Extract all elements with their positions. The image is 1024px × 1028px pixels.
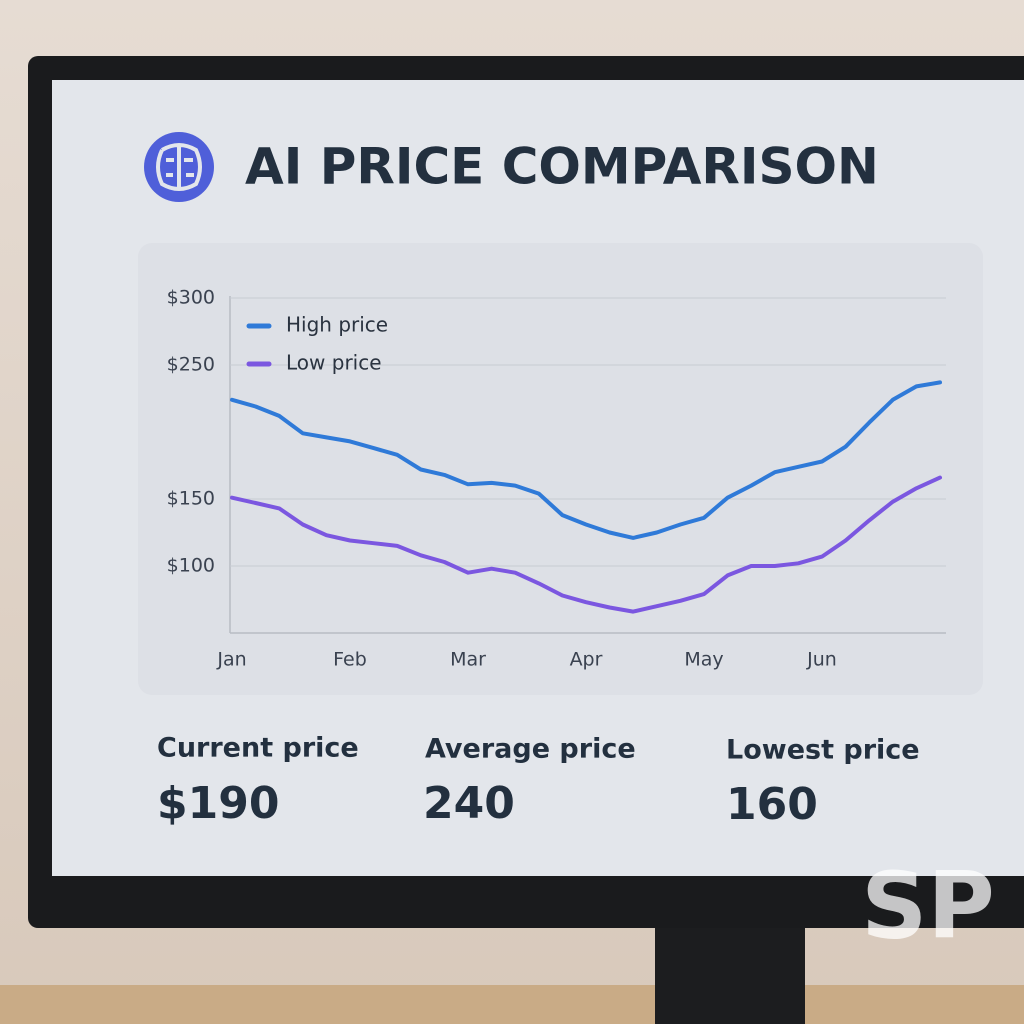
stat-label: Current price (157, 733, 359, 764)
y-tick-label: $100 (167, 555, 215, 577)
line-series (230, 380, 942, 540)
x-tick-label: Mar (450, 649, 486, 671)
x-tick-label: Feb (333, 649, 367, 671)
y-tick-label: $300 (167, 287, 215, 309)
stat-value: 160 (726, 779, 818, 830)
app-logo (144, 132, 214, 202)
x-tick-label: Jun (806, 649, 837, 671)
x-tick-label: Apr (570, 649, 603, 671)
watermark: SP (861, 852, 995, 959)
page-title: AI PRICE COMPARISON (245, 138, 879, 196)
stat-label: Average price (425, 734, 636, 765)
desk (0, 985, 1024, 1024)
stat-labels: Current price Average price Lowest price… (157, 733, 920, 831)
chart-panel (138, 243, 983, 695)
monitor-stand (655, 925, 805, 1024)
legend-label: Low price (286, 351, 382, 375)
legend-label: High price (286, 313, 388, 337)
stat-value: $190 (157, 778, 279, 829)
y-tick-label: $150 (167, 488, 215, 510)
x-tick-label: Jan (216, 649, 246, 671)
stat-label: Lowest price (726, 735, 920, 766)
x-tick-label: May (684, 649, 723, 671)
line-series (230, 475, 942, 614)
y-tick-label: $250 (167, 354, 215, 376)
stat-value: 240 (423, 778, 515, 829)
